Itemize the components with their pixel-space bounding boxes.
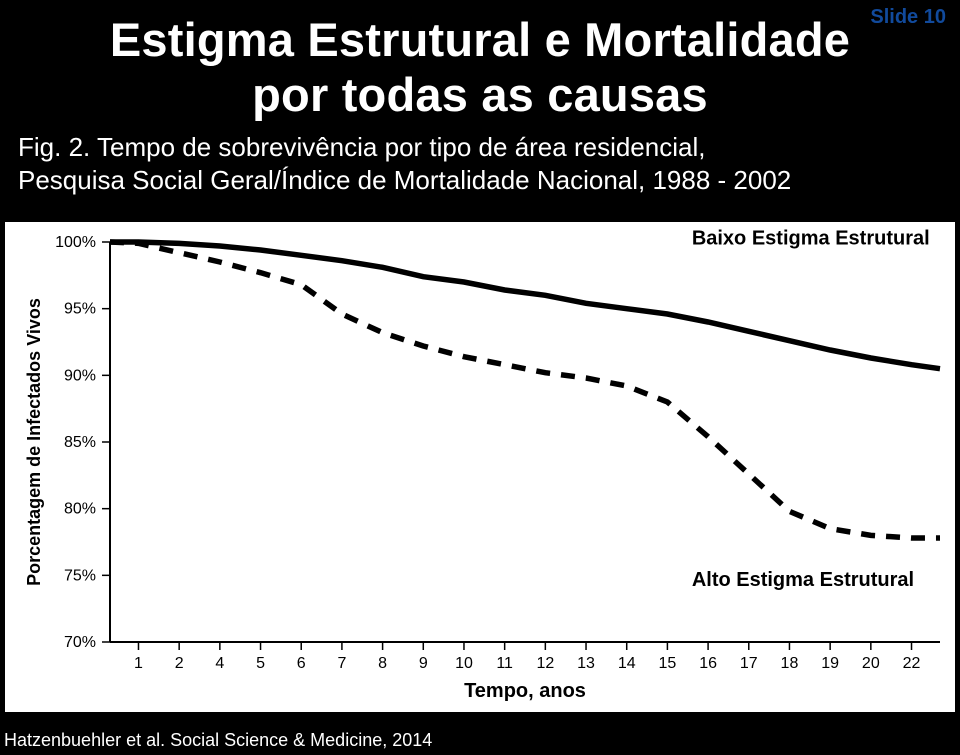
- x-tick-label: 5: [256, 655, 265, 672]
- subtitle-line-1: Fig. 2. Tempo de sobrevivência por tipo …: [18, 132, 705, 162]
- y-axis-label: Porcentagem de Infectados Vivos: [24, 298, 44, 586]
- series-label: Alto Estigma Estrutural: [692, 569, 914, 591]
- x-tick-label: 17: [740, 655, 758, 672]
- x-tick-label: 16: [699, 655, 717, 672]
- x-tick-label: 14: [618, 655, 636, 672]
- subtitle-line-2: Pesquisa Social Geral/Índice de Mortalid…: [18, 165, 791, 195]
- x-tick-label: 8: [378, 655, 387, 672]
- chart-container: 100%95%90%85%80%75%70%124567891011121314…: [5, 222, 955, 712]
- y-tick-label: 70%: [64, 634, 96, 651]
- x-axis-label: Tempo, anos: [464, 680, 586, 702]
- slide-number: Slide 10: [870, 6, 946, 29]
- y-tick-label: 90%: [64, 367, 96, 384]
- series-label: Baixo Estigma Estrutural: [692, 228, 930, 250]
- y-tick-label: 80%: [64, 501, 96, 518]
- x-tick-label: 18: [781, 655, 799, 672]
- x-tick-label: 1: [134, 655, 143, 672]
- y-tick-label: 100%: [55, 234, 96, 251]
- x-tick-label: 4: [215, 655, 224, 672]
- survival-chart: 100%95%90%85%80%75%70%124567891011121314…: [5, 222, 955, 712]
- title-line-2: por todas as causas: [252, 68, 708, 121]
- slide-title: Estigma Estrutural e Mortalidade por tod…: [0, 12, 960, 123]
- series-line: [110, 242, 940, 369]
- x-tick-label: 10: [455, 655, 473, 672]
- title-line-1: Estigma Estrutural e Mortalidade: [110, 13, 850, 66]
- x-tick-label: 7: [337, 655, 346, 672]
- y-tick-label: 85%: [64, 434, 96, 451]
- x-tick-label: 20: [862, 655, 880, 672]
- x-tick-label: 13: [577, 655, 595, 672]
- x-tick-label: 22: [903, 655, 921, 672]
- x-tick-label: 6: [297, 655, 306, 672]
- y-tick-label: 75%: [64, 567, 96, 584]
- x-tick-label: 9: [419, 655, 428, 672]
- series-line: [110, 242, 940, 538]
- x-tick-label: 12: [536, 655, 554, 672]
- x-tick-label: 2: [175, 655, 184, 672]
- citation-footer: Hatzenbuehler et al. Social Science & Me…: [0, 730, 432, 751]
- figure-caption: Fig. 2. Tempo de sobrevivência por tipo …: [18, 131, 946, 198]
- x-tick-label: 19: [821, 655, 839, 672]
- x-tick-label: 11: [496, 655, 513, 672]
- y-tick-label: 95%: [64, 301, 96, 318]
- x-tick-label: 15: [659, 655, 677, 672]
